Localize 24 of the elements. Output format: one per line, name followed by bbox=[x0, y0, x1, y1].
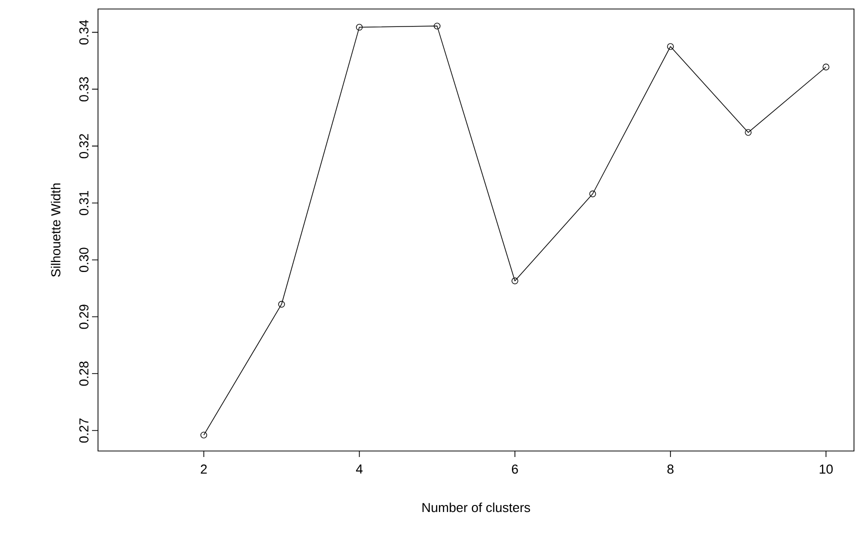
y-tick-label: 0.34 bbox=[79, 20, 88, 44]
x-tick-label: 4 bbox=[356, 464, 363, 474]
y-tick-label: 0.28 bbox=[79, 362, 88, 386]
y-tick-label: 0.32 bbox=[79, 134, 88, 158]
point bbox=[589, 190, 596, 198]
y-tick-label: 0.33 bbox=[79, 77, 88, 102]
y-tick-label: 0.31 bbox=[79, 190, 88, 216]
point bbox=[667, 43, 674, 50]
x-tick-label: 10 bbox=[820, 464, 833, 474]
point bbox=[278, 300, 285, 308]
y-tick-label: 0.29 bbox=[79, 304, 88, 329]
x-tick-label: 8 bbox=[667, 464, 674, 474]
point bbox=[744, 129, 752, 136]
point bbox=[822, 64, 830, 70]
y-axis-title: Silhouette Width bbox=[50, 184, 60, 277]
x-tick-label: 6 bbox=[512, 464, 518, 474]
point bbox=[512, 278, 518, 284]
point bbox=[434, 22, 440, 30]
y-tick-label: 0.27 bbox=[79, 418, 88, 443]
y-tick-label: 0.30 bbox=[79, 248, 88, 272]
x-axis-title: Number of clusters bbox=[422, 502, 530, 512]
point bbox=[356, 24, 363, 31]
x-tick-label: 2 bbox=[200, 464, 207, 474]
point bbox=[200, 432, 208, 438]
